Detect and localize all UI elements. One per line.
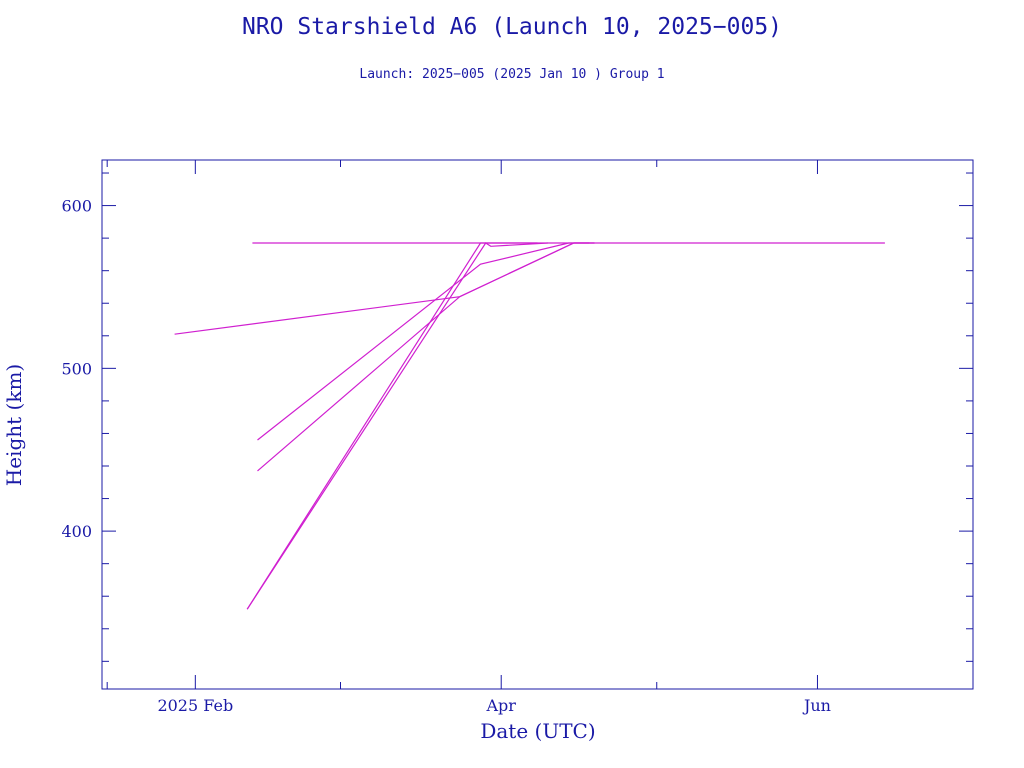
y-tick-label: 400: [61, 522, 92, 541]
y-axis-label: Height (km): [2, 364, 26, 486]
series-line-2: [257, 242, 590, 441]
x-tick-label: 2025 Feb: [157, 696, 233, 715]
series-line-4: [246, 242, 548, 610]
axis-ticks: 2025 Feb Apr Jun 400 500 600: [61, 160, 974, 715]
x-tick-label: Apr: [485, 696, 516, 715]
plot-frame: [101, 159, 974, 690]
x-tick-label: Jun: [802, 696, 831, 715]
series-line-5: [246, 242, 538, 610]
series-line-3: [257, 242, 595, 472]
chart-title: NRO Starshield A6 (Launch 10, 2025−005): [241, 14, 783, 40]
y-tick-label: 500: [61, 359, 92, 378]
series-line-1: [174, 242, 595, 335]
y-tick-label: 600: [61, 197, 92, 216]
chart-subtitle: Launch: 2025−005 (2025 Jan 10 ) Group 1: [359, 67, 665, 82]
series-layer: [174, 242, 885, 610]
x-axis-label: Date (UTC): [480, 719, 595, 743]
